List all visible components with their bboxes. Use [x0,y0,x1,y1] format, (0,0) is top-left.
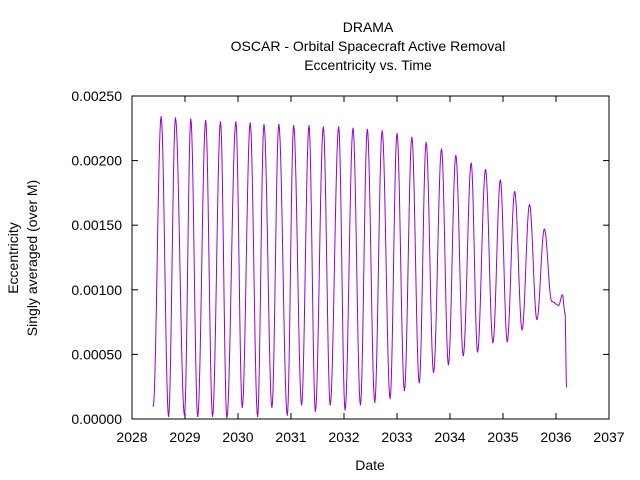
data-point [301,404,303,406]
data-point [190,118,192,120]
data-point [403,389,406,392]
data-point [322,126,324,128]
data-point [257,415,259,418]
data-point [160,116,162,118]
x-tick-label: 2037 [593,429,624,445]
data-point [286,414,288,416]
data-point [521,329,523,331]
plot-frame [131,95,610,420]
x-tick-label: 2029 [169,429,200,445]
data-point [476,351,479,353]
data-point [219,121,222,123]
data-point [440,148,443,150]
x-tick-label: 2035 [487,429,518,445]
data-point [211,415,214,418]
y-axis-label-line-2: Singly averaged (over M) [24,180,40,336]
data-point [152,405,154,407]
data-point [411,136,413,138]
y-tick-label: 0.00050 [71,346,122,362]
y-axis-label-line-1: Eccentricity [5,222,21,294]
data-point [235,121,237,123]
data-point [308,125,310,127]
chart-title: DRAMA OSCAR - Orbital Spacecraft Active … [231,19,506,73]
data-point [514,191,516,193]
data-point [183,414,186,416]
x-tick-label: 2034 [434,429,465,445]
x-tick-label: 2030 [222,429,253,445]
data-point [226,417,228,419]
y-tick-label: 0.00250 [71,88,122,104]
data-point [314,410,316,412]
data-point [470,162,472,164]
data-point [558,304,560,306]
data-point [564,312,566,314]
data-point [566,386,568,388]
data-point [329,404,331,406]
data-point [492,342,494,344]
data-point [374,401,376,403]
chart-title-line-3: Eccentricity vs. Time [304,57,432,73]
y-tick-label: 0.00000 [71,411,122,427]
x-tick-label: 2036 [540,429,571,445]
data-point [455,154,457,157]
data-point [528,203,531,206]
data-point [381,130,383,132]
data-point [536,318,538,321]
data-point [418,382,420,384]
data-point [499,179,501,181]
data-point [425,141,427,144]
chart-title-line-1: DRAMA [343,19,394,35]
x-tick-label: 2031 [275,429,306,445]
chart-title-line-2: OSCAR - Orbital Spacecraft Active Remova… [231,38,506,54]
data-point [352,127,354,129]
data-point [506,340,508,343]
data-point [338,126,340,128]
y-tick-label: 0.00200 [71,153,122,169]
data-point [462,355,464,357]
data-point [447,364,450,366]
data-point [396,132,398,135]
data-point [197,415,199,418]
data-point [241,406,243,408]
x-axis: 2028 2029 2030 2031 2032 2033 2034 2035 2036 2037 [116,96,625,445]
data-point [263,123,265,126]
data-point [366,128,368,131]
x-tick-label: 2028 [116,429,147,445]
data-point [359,404,362,406]
y-tick-label: 0.00100 [71,282,122,298]
data-point [205,119,207,122]
x-axis-label: Date [355,457,385,473]
x-tick-label: 2033 [381,429,412,445]
series-layer [152,116,568,419]
data-point [344,409,346,411]
data-point [278,123,280,126]
series-line [152,116,568,419]
y-tick-label: 0.00150 [71,217,122,233]
x-tick-label: 2032 [328,429,359,445]
data-point [551,300,553,303]
data-point [484,169,487,171]
data-point [271,406,273,408]
data-point [432,371,435,374]
data-point [389,397,391,399]
data-point [174,117,177,119]
data-point [167,415,170,418]
data-point [249,122,251,124]
data-point [561,294,563,296]
y-axis: 0.00000 0.00050 0.00100 0.00150 0.00200 0.002… [71,88,609,427]
data-point [543,228,545,230]
data-point [293,125,295,127]
